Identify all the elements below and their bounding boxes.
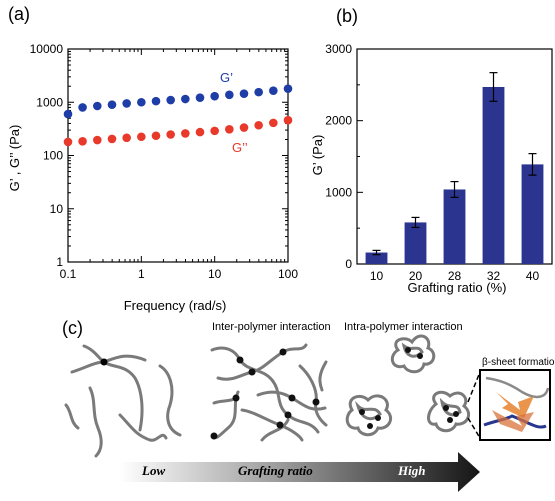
inter-label: Inter-polymer interaction [212, 321, 331, 333]
arrow-low-label: Low [142, 463, 166, 478]
globule-top [390, 334, 436, 374]
arrow-middle-label: Grafting ratio [238, 463, 313, 478]
inset-strand-blue [483, 414, 547, 429]
panel-b-label: (b) [336, 6, 358, 26]
crosslink-dot [100, 358, 108, 366]
panel-c-label: (c) [62, 318, 83, 338]
beta-sheet-arrow-1 [496, 392, 534, 418]
globule-left [345, 394, 392, 437]
zoom-line-1 [467, 371, 481, 403]
zoom-line-2 [467, 417, 481, 439]
inset-strand-gray [485, 376, 550, 399]
intra-label: Intra-polymer interaction [344, 321, 463, 333]
network-crosslinks [210, 348, 320, 440]
sheet-label: β-sheet formation [482, 357, 555, 368]
globule-right [427, 390, 470, 433]
sheet-inset-box [479, 369, 551, 441]
strands-low [64, 344, 182, 458]
arrow-high-label: High [398, 463, 426, 478]
panel-a-label: (a) [8, 4, 30, 24]
strands-network [210, 343, 328, 442]
beta-sheet-arrow-2 [492, 410, 534, 432]
grafting-ratio-arrow [120, 452, 480, 492]
